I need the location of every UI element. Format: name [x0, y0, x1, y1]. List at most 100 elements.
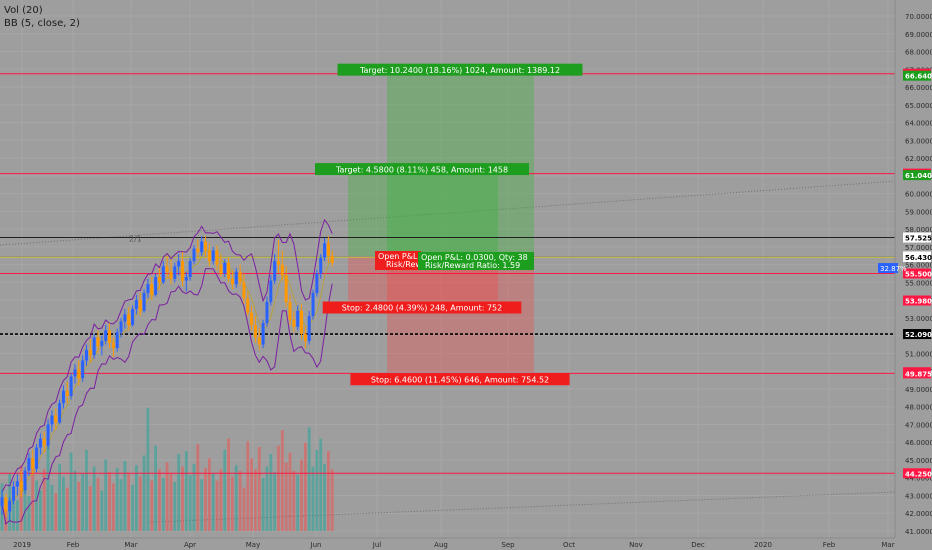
candle-body[interactable]	[242, 282, 246, 299]
candle-body[interactable]	[46, 424, 50, 446]
candle-body[interactable]	[73, 369, 77, 377]
candle-body[interactable]	[157, 277, 161, 283]
candle-body[interactable]	[215, 250, 219, 265]
candle-body[interactable]	[330, 255, 334, 263]
candle-body[interactable]	[4, 497, 8, 512]
volume-bar	[196, 444, 200, 531]
candle-body[interactable]	[58, 403, 62, 423]
candle-body[interactable]	[219, 264, 223, 274]
candle-body[interactable]	[234, 271, 238, 285]
candle-body[interactable]	[111, 342, 115, 349]
candle-body[interactable]	[69, 376, 73, 397]
candle-body[interactable]	[119, 321, 123, 333]
candle-body[interactable]	[134, 300, 138, 310]
candle-body[interactable]	[150, 284, 154, 295]
candle-body[interactable]	[108, 330, 112, 343]
candle-body[interactable]	[261, 323, 265, 345]
candle-body[interactable]	[165, 266, 169, 272]
candle-body[interactable]	[146, 284, 150, 294]
candle-body[interactable]	[223, 262, 227, 274]
candle-body[interactable]	[173, 266, 177, 279]
candle-body[interactable]	[196, 248, 200, 253]
upper-pl-box[interactable]	[418, 252, 534, 270]
candle-body[interactable]	[38, 438, 42, 448]
candle-body[interactable]	[307, 316, 311, 341]
candle-body[interactable]	[42, 438, 46, 446]
candle-body[interactable]	[211, 250, 215, 262]
candle-body[interactable]	[115, 332, 119, 349]
candle-body[interactable]	[77, 369, 81, 379]
candle-body[interactable]	[323, 243, 327, 258]
candle-body[interactable]	[131, 309, 135, 325]
candle-body[interactable]	[81, 360, 85, 379]
bollinger-legend[interactable]: BB (5, close, 2)	[4, 18, 80, 29]
volume-legend[interactable]: Vol (20)	[4, 5, 43, 16]
candle-body[interactable]	[303, 333, 307, 341]
candle-body[interactable]	[315, 273, 319, 294]
time-axis[interactable]	[0, 538, 895, 550]
candle-body[interactable]	[180, 261, 184, 281]
candle-body[interactable]	[204, 241, 208, 251]
candle-body[interactable]	[253, 325, 257, 338]
candle-body[interactable]	[61, 390, 65, 404]
candle-body[interactable]	[227, 262, 231, 279]
volume-bar	[115, 468, 119, 531]
candle-body[interactable]	[15, 481, 19, 487]
candle-body[interactable]	[161, 266, 165, 283]
candle-body[interactable]	[250, 312, 254, 325]
candle-body[interactable]	[23, 470, 27, 491]
candle-body[interactable]	[88, 349, 92, 356]
candle-body[interactable]	[54, 415, 58, 423]
candle-body[interactable]	[273, 261, 277, 281]
candle-body[interactable]	[92, 337, 96, 356]
candle-body[interactable]	[207, 250, 211, 262]
candle-body[interactable]	[12, 486, 16, 501]
volume-bar	[300, 459, 303, 531]
candle-body[interactable]	[192, 248, 196, 262]
candle-body[interactable]	[65, 390, 69, 397]
candle-body[interactable]	[169, 271, 173, 279]
candle-body[interactable]	[265, 301, 269, 324]
candle-body[interactable]	[188, 261, 192, 278]
candle-body[interactable]	[123, 314, 127, 322]
candle-body[interactable]	[19, 481, 23, 491]
candle-body[interactable]	[311, 293, 315, 317]
candle-body[interactable]	[246, 298, 250, 313]
candle-body[interactable]	[84, 349, 88, 361]
candle-body[interactable]	[0, 497, 4, 507]
candle-body[interactable]	[127, 314, 131, 325]
lower-position-profit-zone[interactable]	[348, 175, 498, 257]
candle-body[interactable]	[27, 458, 31, 471]
candle-body[interactable]	[292, 319, 296, 327]
candle-body[interactable]	[296, 310, 300, 327]
candle-body[interactable]	[276, 261, 280, 265]
candle-body[interactable]	[269, 280, 273, 302]
candle-body[interactable]	[319, 257, 323, 274]
candle-body[interactable]	[280, 264, 284, 276]
candle-body[interactable]	[200, 241, 204, 253]
candle-body[interactable]	[50, 415, 54, 425]
candle-body[interactable]	[138, 300, 142, 311]
candle-body[interactable]	[96, 337, 100, 347]
candle-body[interactable]	[257, 337, 261, 345]
candle-body[interactable]	[31, 458, 35, 469]
candle-body[interactable]	[142, 293, 146, 311]
candle-body[interactable]	[184, 277, 188, 281]
candle-body[interactable]	[288, 301, 292, 320]
time-tick-label: Nov	[629, 541, 643, 549]
candle-body[interactable]	[177, 261, 181, 267]
candle-body[interactable]	[230, 278, 234, 285]
candle-body[interactable]	[8, 500, 12, 512]
candle-body[interactable]	[100, 340, 104, 347]
candle-body[interactable]	[300, 310, 304, 334]
candle-body[interactable]	[326, 243, 330, 256]
candle-body[interactable]	[104, 330, 108, 341]
candle-body[interactable]	[35, 447, 39, 469]
lower-pl-box[interactable]	[375, 251, 421, 270]
candle-body[interactable]	[284, 275, 288, 302]
candle-body[interactable]	[238, 271, 242, 283]
upper-position-loss-zone[interactable]	[387, 256, 534, 373]
candle-body[interactable]	[154, 277, 158, 295]
